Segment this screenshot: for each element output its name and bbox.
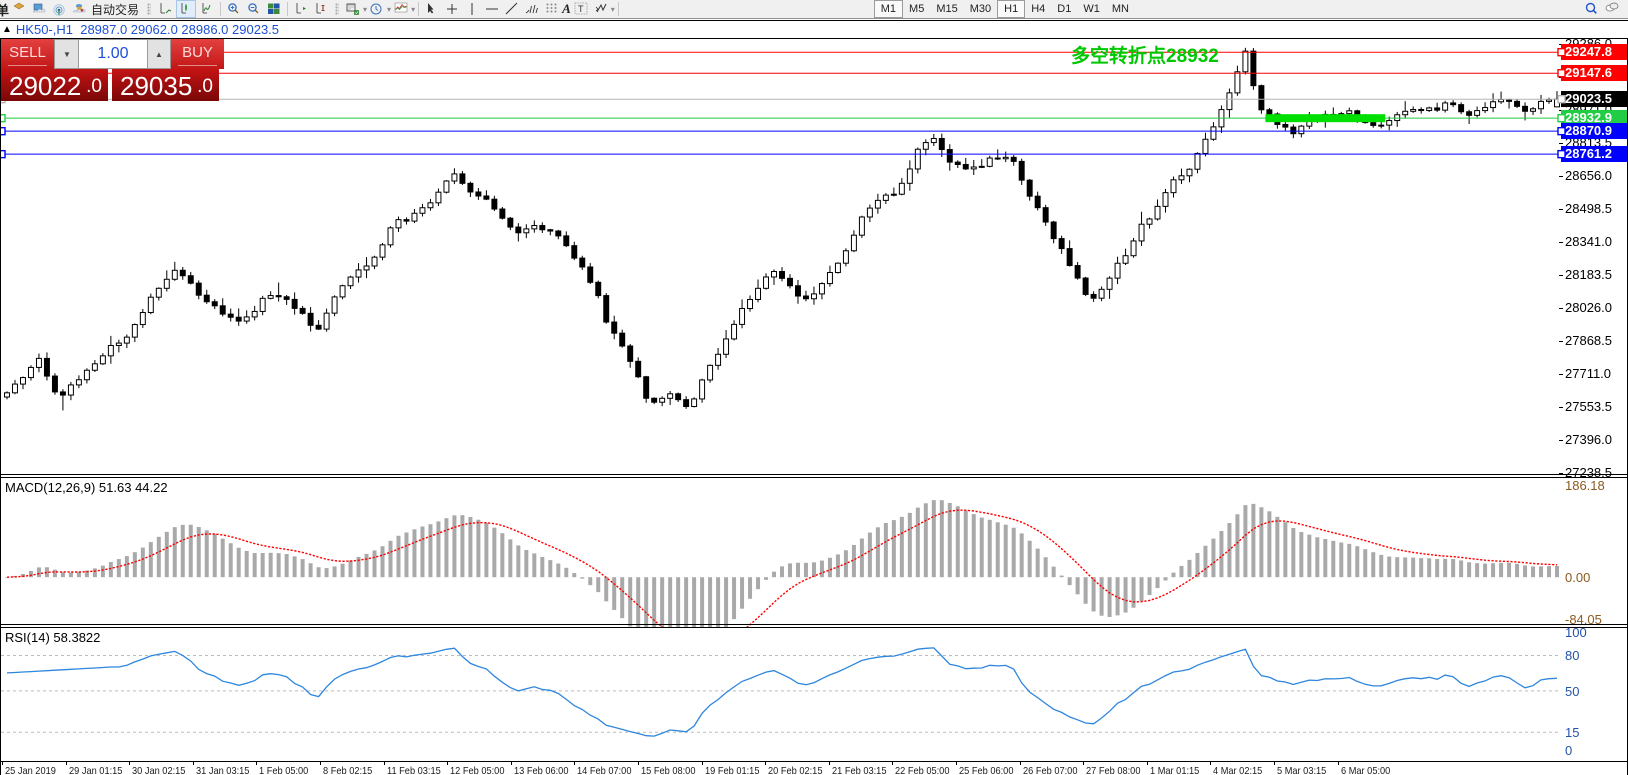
svg-text:T: T — [578, 4, 584, 14]
